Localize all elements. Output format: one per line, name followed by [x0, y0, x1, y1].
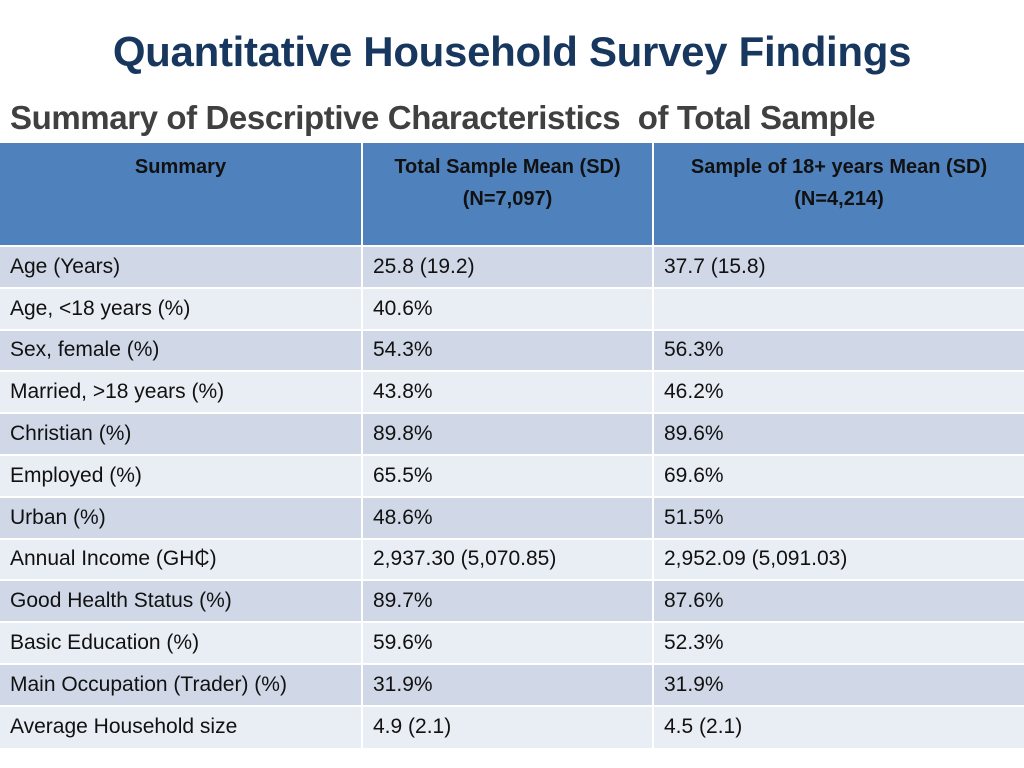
total-sample-value: 59.6%	[362, 621, 654, 664]
header-adult-sample-label: Sample of 18+ years Mean (SD)	[690, 156, 988, 178]
row-label: Good Health Status (%)	[0, 579, 363, 623]
table-row: Married, >18 years (%) 43.8% 46.2%	[0, 370, 1024, 414]
total-sample-value: 31.9%	[362, 662, 654, 706]
summary-table: Summary Total Sample Mean (SD) (N=7,097)…	[0, 143, 1024, 748]
total-sample-value: 65.5%	[362, 453, 654, 497]
adult-sample-value: 46.2%	[653, 370, 1024, 414]
adult-sample-value: 51.5%	[653, 495, 1024, 539]
adult-sample-value: 89.6%	[653, 412, 1024, 455]
row-label: Basic Education (%)	[0, 621, 363, 664]
table-row: Age (Years) 25.8 (19.2) 37.7 (15.8)	[0, 245, 1024, 288]
table-row: Average Household size 4.9 (2.1) 4.5 (2.1)	[0, 704, 1024, 748]
header-total-sample: Total Sample Mean (SD) (N=7,097)	[362, 143, 654, 246]
adult-sample-value: 2,952.09 (5,091.03)	[653, 537, 1024, 581]
total-sample-value: 4.9 (2.1)	[362, 704, 654, 748]
row-label: Age (Years)	[0, 245, 363, 288]
adult-sample-value: 87.6%	[653, 579, 1024, 623]
adult-sample-value: 52.3%	[653, 621, 1024, 664]
total-sample-value: 89.7%	[362, 579, 654, 623]
row-label: Main Occupation (Trader) (%)	[0, 662, 363, 706]
header-adult-sample-n: (N=4,214)	[794, 188, 884, 210]
table-row: Employed (%) 65.5% 69.6%	[0, 453, 1024, 497]
table-header-row: Summary Total Sample Mean (SD) (N=7,097)…	[0, 143, 1024, 246]
header-total-sample-n: (N=7,097)	[462, 188, 553, 210]
table-row: Good Health Status (%) 89.7% 87.6%	[0, 579, 1024, 623]
table-row: Sex, female (%) 54.3% 56.3%	[0, 328, 1024, 372]
table-row: Basic Education (%) 59.6% 52.3%	[0, 621, 1024, 664]
adult-sample-value: 56.3%	[653, 328, 1024, 372]
row-label: Christian (%)	[0, 412, 363, 455]
row-label: Married, >18 years (%)	[0, 370, 363, 414]
header-adult-sample: Sample of 18+ years Mean (SD) (N=4,214)	[653, 143, 1024, 246]
row-label: Average Household size	[0, 704, 363, 748]
row-label: Sex, female (%)	[0, 328, 363, 372]
total-sample-value: 40.6%	[362, 286, 654, 330]
row-label: Urban (%)	[0, 495, 363, 539]
header-summary: Summary	[0, 143, 363, 246]
header-total-sample-label: Total Sample Mean (SD)	[394, 156, 621, 178]
row-label: Employed (%)	[0, 453, 363, 497]
adult-sample-value: 4.5 (2.1)	[653, 704, 1024, 748]
slide-title: Quantitative Household Survey Findings	[112, 28, 912, 75]
adult-sample-value: 31.9%	[653, 662, 1024, 706]
total-sample-value: 2,937.30 (5,070.85)	[362, 537, 654, 581]
adult-sample-value	[653, 286, 1024, 330]
row-label: Age, <18 years (%)	[0, 286, 363, 330]
adult-sample-value: 37.7 (15.8)	[653, 245, 1024, 288]
row-label: Annual Income (GH₵)	[0, 537, 363, 581]
slide-subtitle: Summary of Descriptive Characteristics o…	[10, 99, 876, 136]
total-sample-value: 89.8%	[362, 412, 654, 455]
total-sample-value: 25.8 (19.2)	[362, 245, 654, 288]
total-sample-value: 43.8%	[362, 370, 654, 414]
total-sample-value: 54.3%	[362, 328, 654, 372]
adult-sample-value: 69.6%	[653, 453, 1024, 497]
table-row: Main Occupation (Trader) (%) 31.9% 31.9%	[0, 662, 1024, 706]
table-row: Christian (%) 89.8% 89.6%	[0, 412, 1024, 455]
table-row: Urban (%) 48.6% 51.5%	[0, 495, 1024, 539]
header-summary-label: Summary	[134, 156, 227, 178]
table-row: Age, <18 years (%) 40.6%	[0, 286, 1024, 330]
table-row: Annual Income (GH₵) 2,937.30 (5,070.85) 2,…	[0, 537, 1024, 581]
total-sample-value: 48.6%	[362, 495, 654, 539]
